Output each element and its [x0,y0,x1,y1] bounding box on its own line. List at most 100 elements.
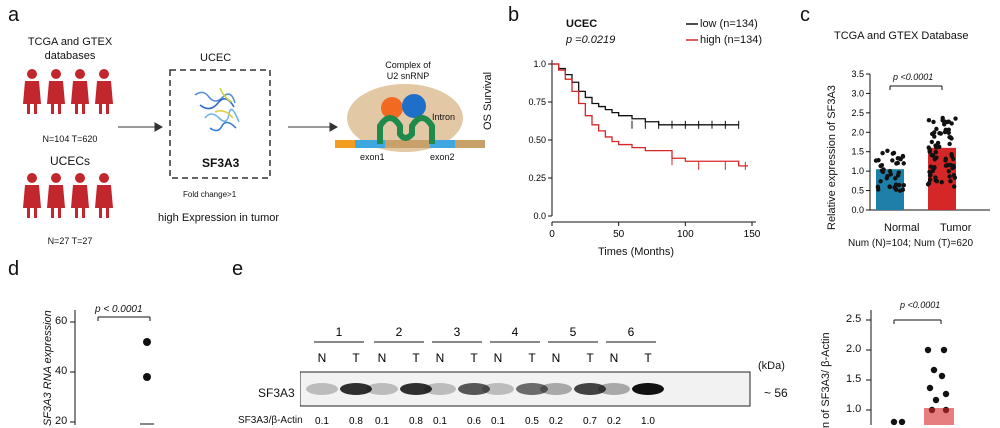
bar-point [953,116,958,121]
panel-e-label: e [232,258,244,280]
d-pvalue: p < 0.0001 [95,304,143,315]
f-ytick-2.0: 2.0 [846,343,862,355]
blot-lane-number: 2 [396,325,403,339]
d-ylabel: SF3A3 RNA expression [42,310,54,426]
f-point [890,418,898,425]
bar-ytick: 0.5 [851,186,864,196]
km-ytick: 0.50 [528,135,546,145]
blot-n-label: N [494,351,503,365]
f-ytick-1.5: 1.5 [846,373,862,385]
f-ytick-1.0: 1.0 [846,403,862,415]
arrow-1-head [154,122,164,132]
panel-a-graphic [23,69,485,218]
bar-ytick: 3.0 [851,88,864,98]
person-icon [51,173,61,183]
km-series-line [552,63,739,126]
bar-point [952,175,958,180]
f-point [938,372,946,380]
arrow-2-head [329,122,339,132]
blot-ratio-value: 0.2 [549,416,563,425]
panel-d-label: d [8,258,20,280]
blot-ratio-value: 1.0 [641,416,655,425]
blot-band [400,383,432,395]
blot-lane-number: 1 [336,325,343,339]
panel-c-label: c [800,4,810,26]
blot-ratio-value: 0.8 [409,416,423,425]
bar-point [893,186,899,192]
bar-point [934,126,939,132]
bar-point [898,157,903,162]
db-text-1: TCGA and GTEX [27,36,113,48]
f-point [924,346,932,354]
bar-point [927,177,933,182]
bar-point [893,176,898,181]
people-icons-top [23,69,113,114]
blot-band-label: SF3A3 [258,386,295,400]
bar-chart: 0.0 0.5 1.0 1.5 2.0 2.5 3.0 3.5 [851,69,990,215]
d-ytick-20: 20 [55,415,68,427]
person-icon [99,69,109,79]
blot-lane-number: 4 [512,325,519,339]
blot-marker: ~ 56 [764,386,788,400]
person-icon [95,185,113,208]
person-icon [95,81,113,104]
blot-ratio-value: 0.1 [375,416,389,425]
blot-band [340,383,372,395]
bar-ylabel: Relative expression of SF3A3 [826,85,838,230]
bar-ytick: 0.0 [851,205,864,215]
person-icon [99,173,109,183]
bar-point [949,151,954,157]
blot-ratio-value: 0.1 [433,416,447,425]
bar-point [937,144,942,150]
bar-point [880,169,886,175]
bar-point [933,149,939,155]
d-point [143,373,151,381]
km-xtick: 0 [549,229,555,240]
blot-band [366,383,398,395]
person-icon [27,69,37,79]
blot-t-label: T [644,351,652,365]
blot-n-label: N [436,351,445,365]
bar-ytick: 2.0 [851,127,864,137]
blot-band [632,383,664,395]
bar-point [940,115,945,121]
person-icon [75,173,85,183]
bar-point [946,130,951,135]
box-title: UCEC [200,52,232,64]
bar-point [897,182,902,188]
person-icon [51,69,61,79]
bar-footer: Num (N)=104; Num (T)=620 [848,238,974,249]
bar-point [943,156,948,161]
bar-point [926,181,932,186]
bar-point [876,187,881,192]
db-counts: N=104 T=620 [42,134,98,144]
blot-lane-number: 3 [454,325,461,339]
panel-a-label: a [8,4,20,26]
bar-point [946,169,952,174]
f-point [930,366,938,374]
blot-band [424,383,456,395]
bar-point [926,117,932,123]
bar-point [890,151,896,156]
people-icons-bottom [23,173,113,218]
km-legend-low: low (n=134) [700,18,758,30]
bar-ytick: 2.5 [851,108,864,118]
intron-label: Intron [432,112,456,122]
bar-point [942,129,948,135]
bar-point [884,175,889,181]
bar-point [888,172,894,177]
blot-n-label: N [610,351,619,365]
blot-ratio-value: 0.1 [491,416,505,425]
ucecs-counts: N=27 T=27 [47,236,93,246]
blot-band [306,383,338,395]
bar-point [948,178,953,184]
blot-band [482,383,514,395]
bar-point [928,164,934,169]
d-ytick-40: 40 [55,365,68,377]
blot-lane-number: 6 [628,325,635,339]
bar-point [937,130,942,136]
km-xtick: 100 [677,229,694,240]
km-series-line [552,63,748,167]
km-ylabel: OS Survival [482,71,494,130]
bar-cat-normal: Normal [884,222,920,234]
